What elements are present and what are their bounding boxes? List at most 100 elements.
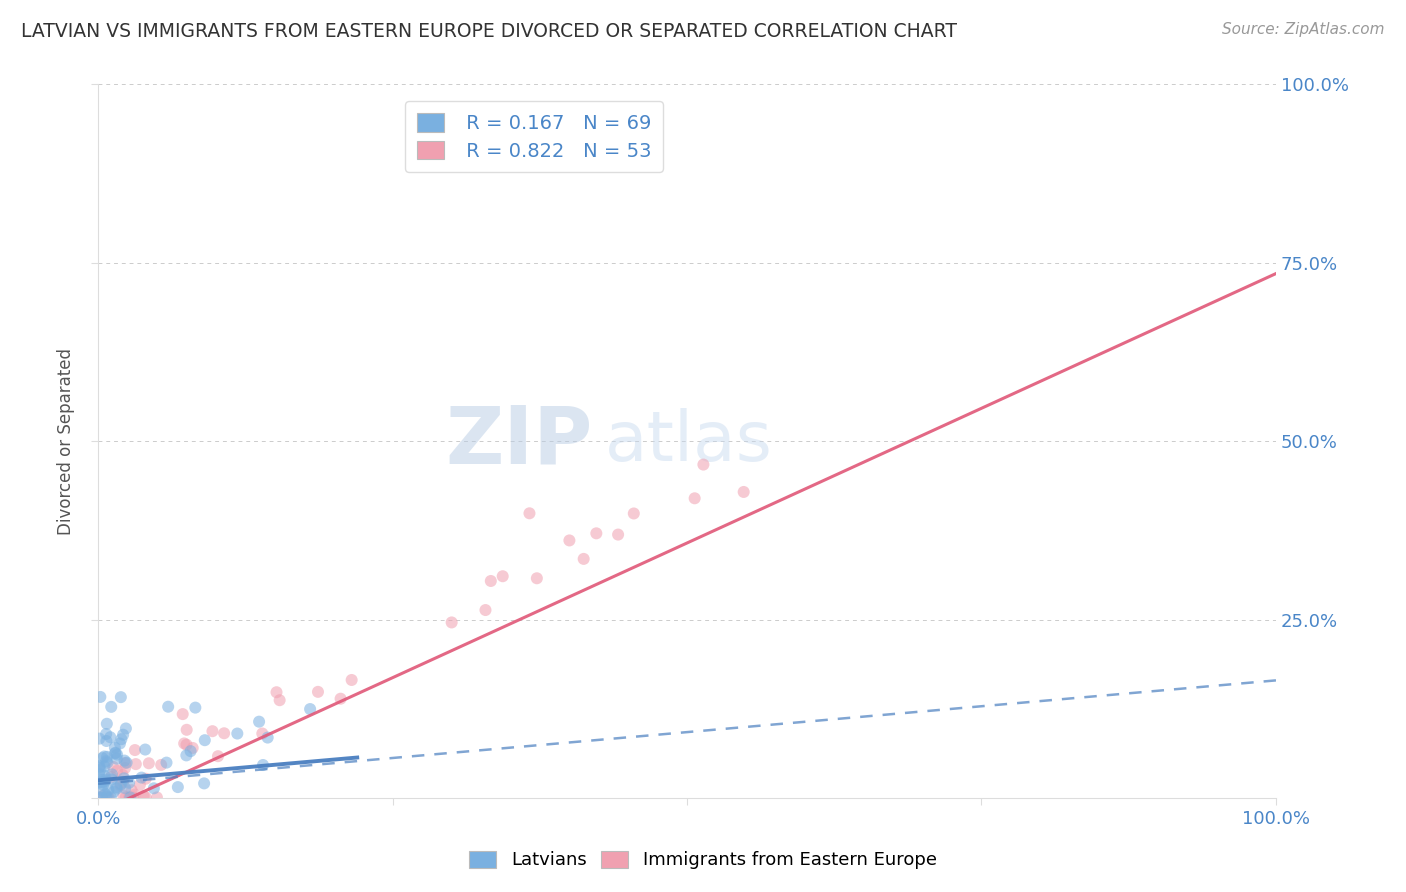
Point: [114, 761, 136, 775]
Point: [100, 770, 122, 784]
Point: [89, 760, 111, 774]
Point: [115, 756, 138, 770]
Point: [100, 699, 122, 714]
Point: [101, 767, 124, 781]
Point: [96, 756, 118, 770]
Point: [150, 758, 173, 772]
Point: [108, 737, 131, 751]
Point: [266, 685, 288, 699]
Point: [252, 726, 274, 740]
Point: [110, 732, 132, 747]
Point: [120, 790, 142, 805]
Point: [91, 772, 114, 787]
Point: [114, 754, 136, 768]
Point: [89, 767, 111, 781]
Legend: Latvians, Immigrants from Eastern Europe: Latvians, Immigrants from Eastern Europe: [460, 842, 946, 879]
Point: [193, 776, 215, 790]
Point: [733, 485, 755, 500]
Point: [89, 763, 111, 777]
Point: [96, 754, 118, 768]
Point: [142, 781, 165, 796]
Point: [125, 757, 148, 772]
Point: [607, 527, 630, 541]
Point: [105, 781, 128, 796]
Point: [105, 747, 128, 762]
Point: [176, 738, 198, 752]
Point: [155, 756, 177, 770]
Point: [176, 748, 198, 763]
Point: [585, 526, 607, 541]
Point: [111, 768, 134, 782]
Point: [114, 790, 136, 805]
Point: [89, 731, 111, 746]
Point: [256, 731, 278, 745]
Point: [94, 787, 117, 801]
Point: [96, 716, 118, 731]
Point: [558, 533, 581, 548]
Point: [90, 790, 112, 805]
Point: [104, 746, 127, 760]
Point: [129, 778, 152, 792]
Point: [299, 702, 322, 716]
Point: [118, 790, 141, 805]
Point: [176, 723, 198, 737]
Point: [112, 789, 135, 803]
Point: [252, 758, 274, 772]
Point: [492, 569, 515, 583]
Point: [112, 728, 135, 742]
Point: [184, 700, 207, 714]
Point: [103, 760, 125, 774]
Point: [157, 699, 180, 714]
Point: [93, 759, 115, 773]
Point: [89, 775, 111, 789]
Point: [623, 507, 645, 521]
Point: [692, 458, 714, 472]
Point: [172, 707, 194, 722]
Point: [110, 777, 132, 791]
Legend:  R = 0.167   N = 69,  R = 0.822   N = 53: R = 0.167 N = 69, R = 0.822 N = 53: [405, 102, 662, 172]
Point: [91, 775, 114, 789]
Point: [115, 722, 138, 736]
Point: [89, 759, 111, 773]
Point: [207, 749, 229, 764]
Point: [93, 769, 115, 783]
Point: [146, 790, 169, 805]
Point: [479, 574, 502, 588]
Point: [100, 790, 122, 805]
Point: [212, 726, 235, 740]
Point: [105, 764, 128, 778]
Point: [201, 724, 224, 739]
Point: [110, 778, 132, 792]
Y-axis label: Divorced or Separated: Divorced or Separated: [58, 348, 75, 535]
Point: [226, 726, 249, 740]
Point: [134, 742, 156, 756]
Point: [93, 774, 115, 789]
Point: [103, 785, 125, 799]
Text: ZIP: ZIP: [446, 402, 593, 480]
Point: [110, 690, 132, 705]
Point: [135, 772, 157, 786]
Point: [194, 733, 217, 747]
Point: [269, 693, 291, 707]
Point: [112, 772, 135, 786]
Point: [131, 771, 153, 785]
Point: [112, 775, 135, 789]
Point: [121, 783, 143, 797]
Point: [122, 790, 145, 805]
Point: [340, 673, 363, 687]
Point: [100, 772, 122, 787]
Point: [440, 615, 463, 630]
Point: [91, 783, 114, 797]
Text: Source: ZipAtlas.com: Source: ZipAtlas.com: [1222, 22, 1385, 37]
Point: [96, 749, 118, 764]
Point: [135, 790, 157, 805]
Point: [124, 743, 146, 757]
Point: [307, 685, 329, 699]
Point: [474, 603, 496, 617]
Point: [181, 740, 204, 755]
Text: atlas: atlas: [605, 408, 772, 475]
Point: [526, 571, 548, 585]
Point: [329, 691, 352, 706]
Point: [572, 552, 595, 566]
Point: [94, 772, 117, 787]
